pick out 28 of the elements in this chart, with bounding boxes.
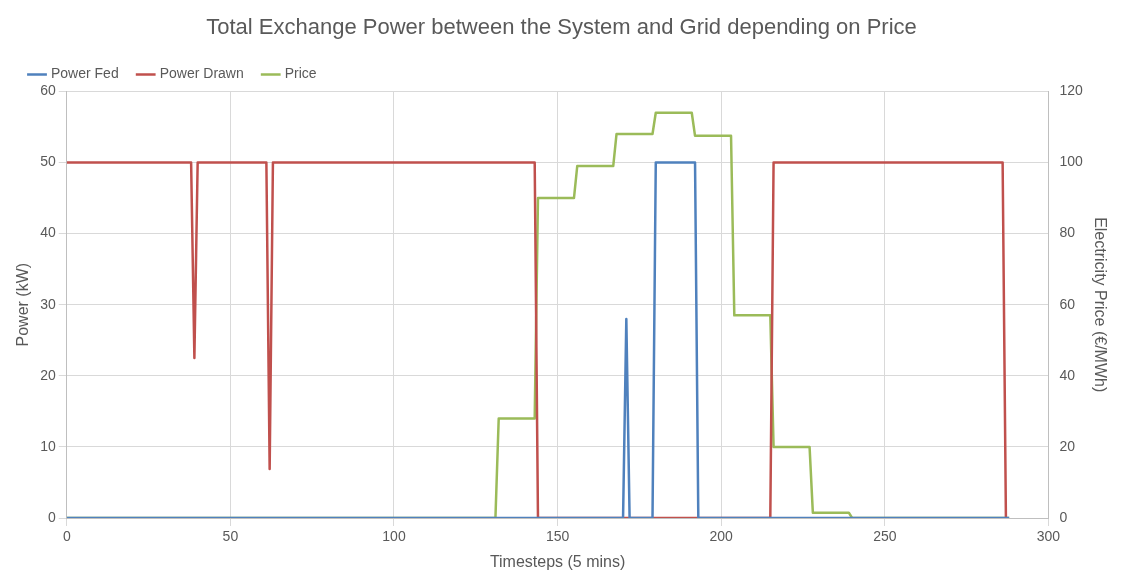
y-tick-label: 10	[40, 437, 56, 454]
x-tick-label: 200	[709, 528, 734, 545]
x-tick-label: 100	[382, 528, 406, 545]
y-tick-label: 0	[47, 508, 56, 525]
y2-tick-label: 0	[1059, 508, 1068, 525]
y2-tick-label: 100	[1059, 153, 1084, 170]
y-tick-label: 30	[40, 295, 56, 312]
y-tick-label: 60	[40, 82, 56, 99]
y2-tick-label: 60	[1059, 295, 1076, 312]
y2-tick-label: 80	[1059, 224, 1076, 241]
legend-label: Price	[284, 65, 317, 82]
x-tick-label: 300	[1036, 528, 1061, 545]
y-tick-label: 20	[40, 366, 56, 383]
y2-tick-label: 20	[1059, 437, 1076, 454]
x-tick-label: 50	[222, 528, 239, 545]
legend-label: Power Drawn	[159, 65, 244, 82]
y2-tick-label: 40	[1059, 366, 1076, 383]
y-axis-title: Power (kW)	[14, 262, 32, 347]
x-tick-label: 0	[62, 528, 71, 545]
y2-tick-label: 120	[1059, 82, 1084, 99]
legend-label: Power Fed	[51, 65, 119, 82]
y-tick-label: 50	[40, 153, 56, 170]
y-tick-label: 40	[40, 224, 56, 241]
x-tick-label: 250	[873, 528, 897, 545]
chart-title: Total Exchange Power between the System and Grid depending on Price	[206, 14, 917, 40]
x-tick-label: 150	[545, 528, 570, 545]
x-axis-title: Timesteps (5 mins)	[489, 552, 626, 570]
y2-axis-title: Electricity Price (€/MWh)	[1091, 217, 1109, 393]
